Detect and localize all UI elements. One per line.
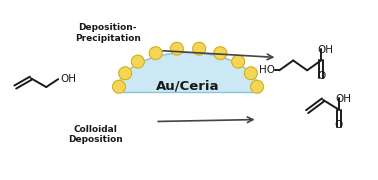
Polygon shape	[116, 53, 259, 92]
Circle shape	[119, 67, 132, 80]
Text: OH: OH	[317, 45, 333, 55]
Text: Deposition-
Precipitation: Deposition- Precipitation	[75, 23, 141, 43]
Circle shape	[193, 42, 206, 55]
Circle shape	[113, 80, 125, 93]
Circle shape	[251, 80, 263, 93]
Circle shape	[214, 47, 227, 60]
Text: OH: OH	[60, 74, 76, 84]
Circle shape	[232, 55, 245, 68]
Text: Colloidal
Deposition: Colloidal Deposition	[68, 125, 123, 144]
Text: O: O	[317, 71, 325, 81]
Text: OH: OH	[335, 94, 351, 104]
Circle shape	[132, 55, 144, 68]
Text: O: O	[335, 120, 343, 130]
Text: Au/Ceria: Au/Ceria	[156, 80, 220, 93]
Circle shape	[149, 47, 162, 60]
Circle shape	[244, 67, 257, 80]
Circle shape	[170, 42, 183, 55]
Text: HO: HO	[259, 65, 276, 75]
